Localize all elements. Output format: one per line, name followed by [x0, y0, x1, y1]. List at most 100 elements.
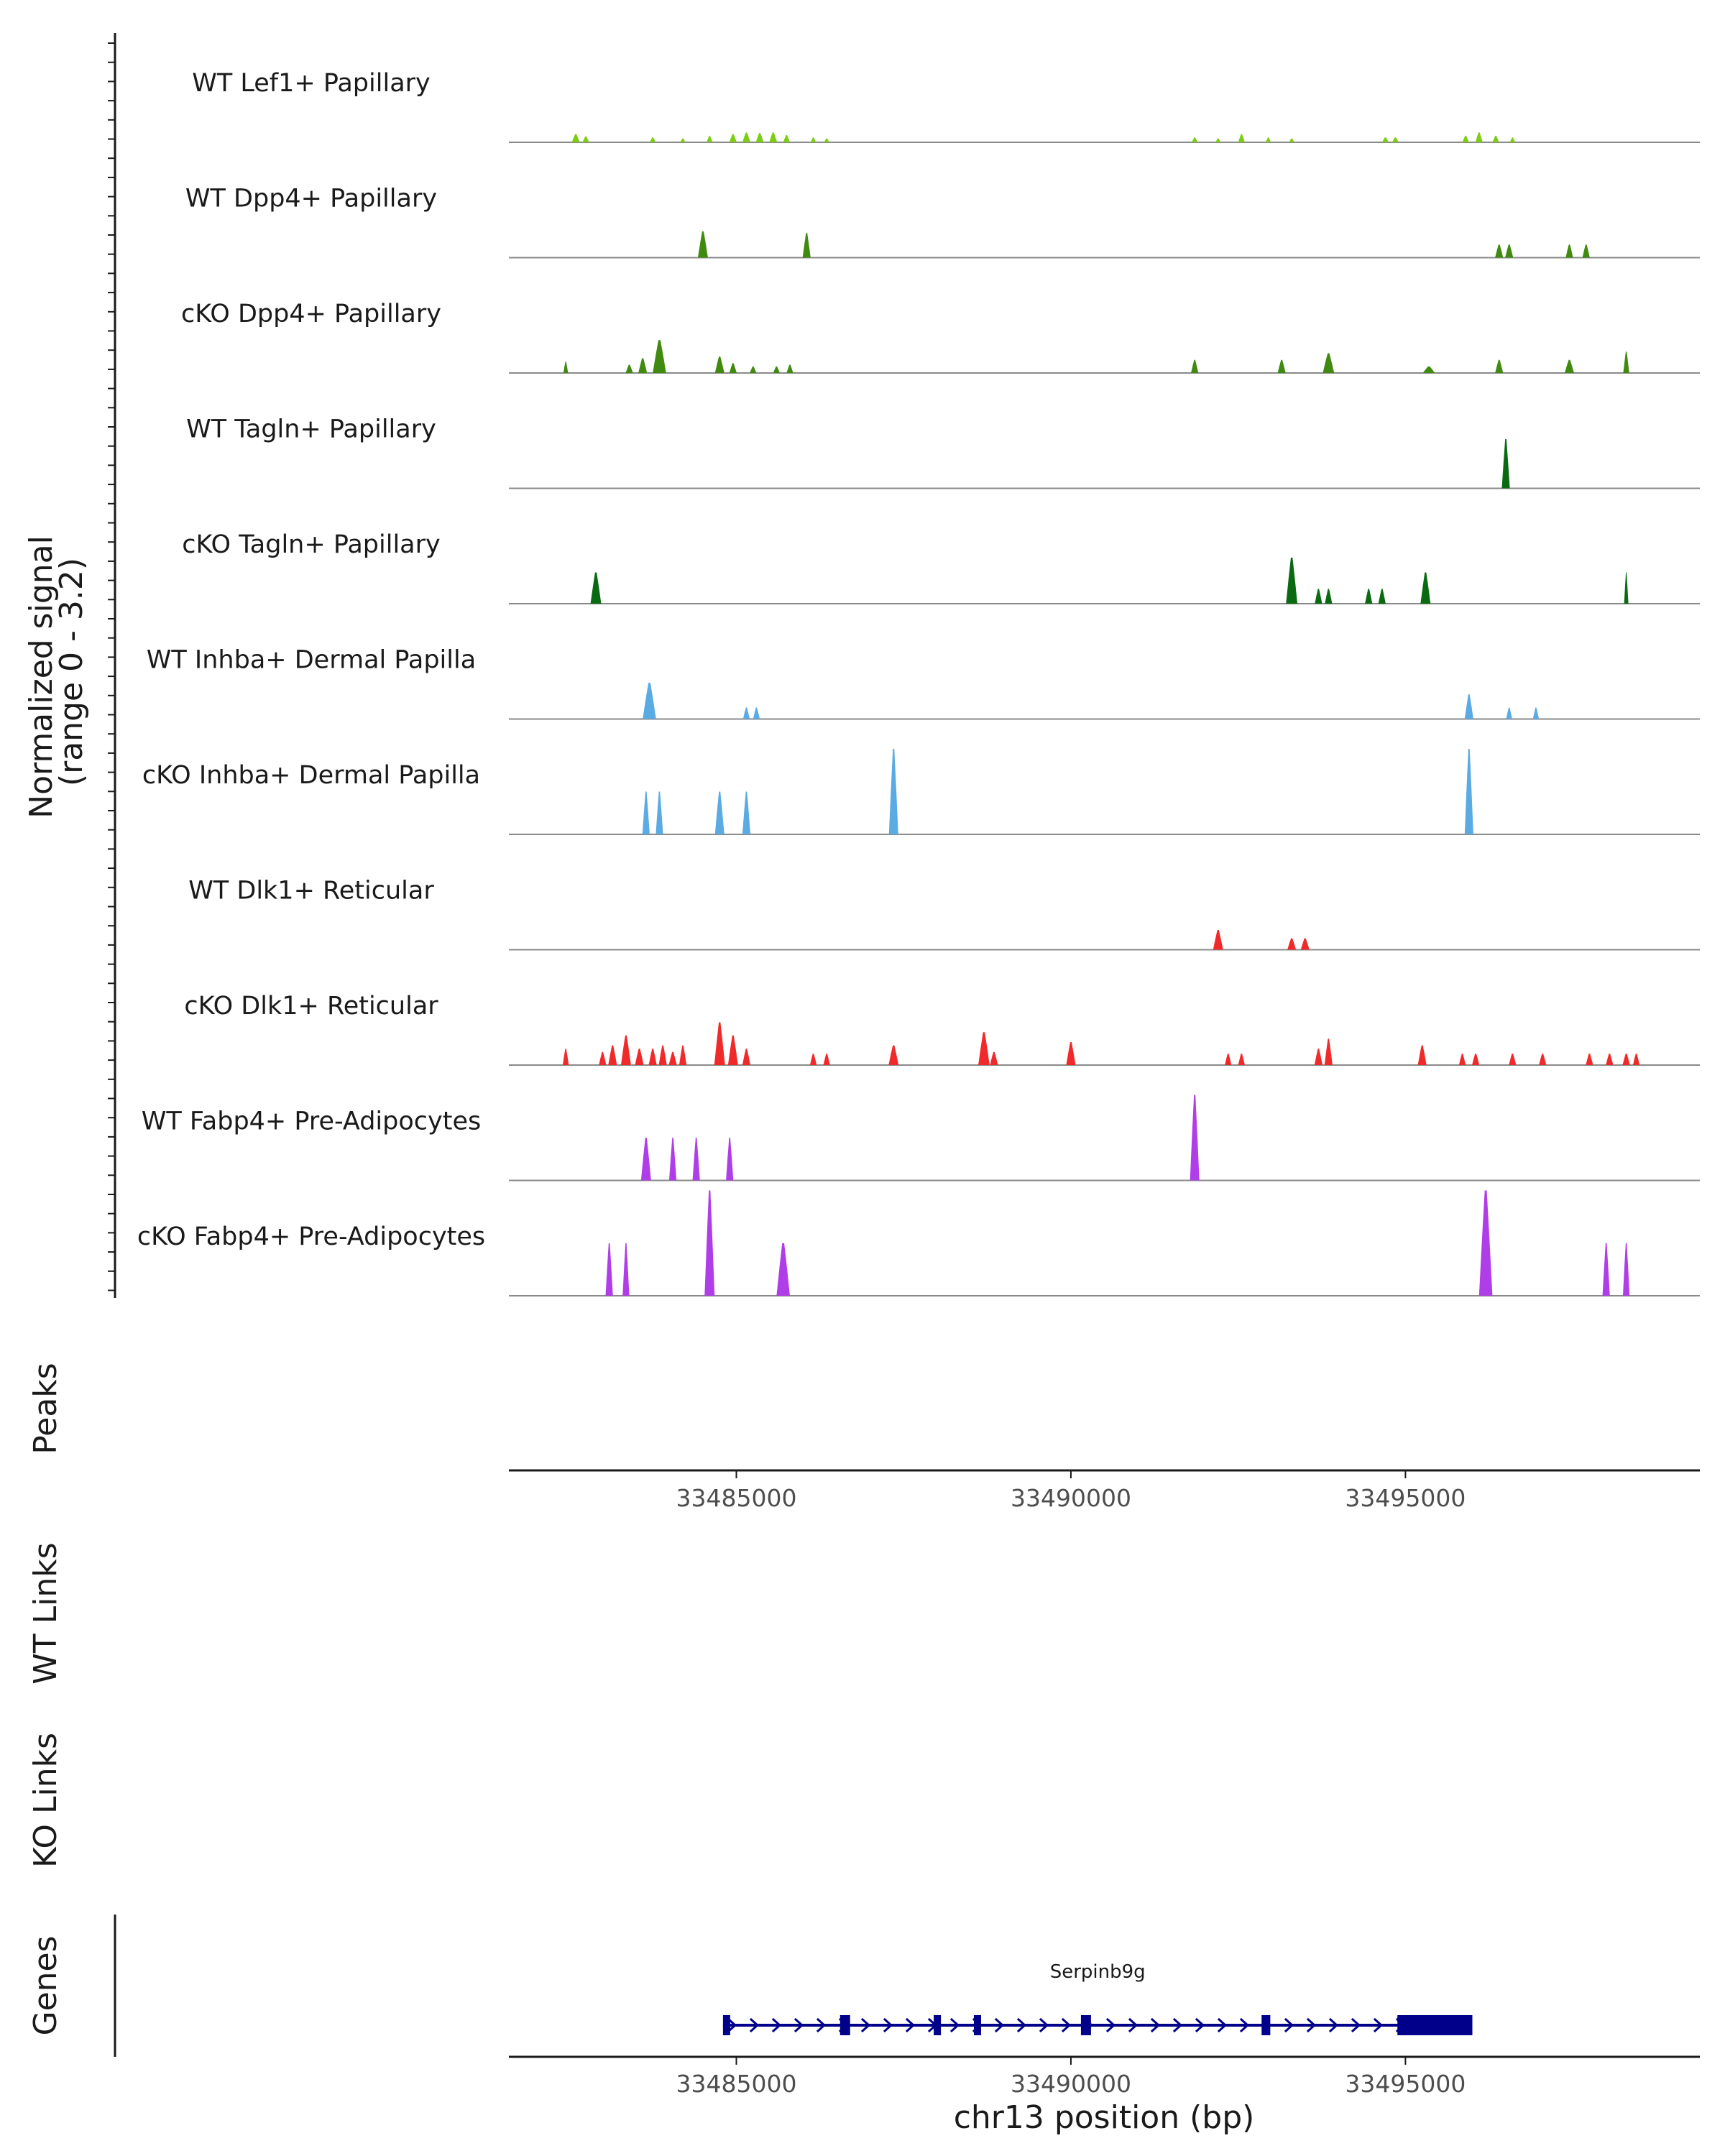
- coverage-peak: [1539, 1053, 1547, 1065]
- top-x-axis-ticks: 33485000 33490000 33495000: [676, 1470, 1466, 1512]
- coverage-peak: [1509, 1053, 1517, 1065]
- strand-arrow: [1328, 2017, 1339, 2033]
- coverage-peak: [1501, 438, 1510, 489]
- track-label: cKO Inhba+ Dermal Papilla: [142, 761, 480, 790]
- track-2: cKO Dpp4+ Papillary: [181, 300, 1700, 374]
- track-5: WT Inhba+ Dermal Papilla: [147, 646, 1700, 720]
- coverage-peak: [1565, 244, 1573, 258]
- coverage-peak: [1623, 351, 1629, 373]
- strand-arrow: [949, 2017, 960, 2033]
- strand-arrow: [749, 2017, 760, 2033]
- coverage-peak: [1622, 1243, 1630, 1296]
- coverage-peak: [742, 707, 750, 719]
- coverage-peak: [635, 1049, 644, 1065]
- ko-links-section-label: KO Links: [27, 1733, 64, 1868]
- track-4: cKO Tagln+ Papillary: [182, 530, 1700, 604]
- coverage-peak: [1287, 938, 1297, 950]
- gene-model: [722, 2015, 1473, 2035]
- coverage-peak: [824, 138, 829, 142]
- coverage-peak: [1265, 137, 1271, 142]
- coverage-peak: [649, 137, 656, 142]
- coverage-peak: [1213, 930, 1223, 950]
- coverage-peak: [773, 366, 781, 373]
- coverage-peak: [622, 1243, 630, 1296]
- coverage-tracks: WT Lef1+ Papillary WT Dpp4+ Papillary cKO …: [137, 69, 1700, 1296]
- coverage-peak: [1606, 1053, 1614, 1065]
- coverage-peak: [599, 1051, 607, 1065]
- strand-arrow: [883, 2017, 893, 2033]
- track-label: cKO Tagln+ Papillary: [182, 530, 441, 559]
- gene-exon: [973, 2015, 981, 2035]
- y-axis-ticks: [108, 42, 115, 1291]
- coverage-peak: [1505, 244, 1514, 258]
- coverage-peak: [1066, 1041, 1076, 1065]
- track-7: WT Dlk1+ Reticular: [188, 877, 1700, 951]
- coverage-peak: [1495, 359, 1504, 373]
- coverage-peak: [1464, 748, 1473, 834]
- coverage-peak: [742, 132, 751, 142]
- coverage-peak: [1475, 132, 1483, 142]
- strand-arrow: [1373, 2017, 1384, 2033]
- strand-arrow: [794, 2017, 804, 2033]
- gene-exon: [840, 2015, 850, 2035]
- coverage-peak: [1417, 1045, 1427, 1065]
- top-x-axis-tick-label: 33485000: [676, 1484, 797, 1512]
- coverage-peak: [608, 1045, 617, 1065]
- coverage-peak: [1315, 589, 1322, 604]
- track-10: cKO Fabp4+ Pre-Adipocytes: [137, 1190, 1700, 1296]
- peaks-section-label: Peaks: [27, 1363, 64, 1454]
- coverage-peak: [1286, 557, 1298, 604]
- coverage-peak: [742, 1049, 751, 1065]
- gene-label: Serpinb9g: [1050, 1961, 1146, 1983]
- bottom-x-axis-ticks: 33485000 33490000 33495000: [676, 2057, 1466, 2098]
- track-label: cKO Dlk1+ Reticular: [184, 992, 438, 1021]
- strand-arrow: [1284, 2017, 1294, 2033]
- coverage-peak: [714, 791, 724, 834]
- coverage-peak: [1300, 938, 1310, 950]
- track-label: WT Lef1+ Papillary: [192, 69, 431, 98]
- coverage-peak: [1325, 589, 1333, 604]
- coverage-peak: [1191, 137, 1198, 142]
- track-8: cKO Dlk1+ Reticular: [184, 992, 1700, 1066]
- coverage-peak: [704, 1190, 715, 1296]
- coverage-peak: [1458, 1053, 1466, 1065]
- coverage-peak: [726, 1137, 734, 1181]
- coverage-peak: [680, 138, 686, 142]
- coverage-peak: [1624, 572, 1629, 604]
- x-axis-label: chr13 position (bp): [954, 2099, 1255, 2136]
- coverage-peak: [769, 132, 778, 142]
- coverage-peak: [729, 363, 737, 373]
- coverage-peak: [714, 1022, 725, 1065]
- coverage-peak: [638, 358, 648, 373]
- y-axis-label: Normalized signal (range 0 - 3.2): [23, 525, 90, 819]
- track-label: WT Tagln+ Papillary: [186, 415, 436, 444]
- genes-section-label: Genes: [27, 1935, 64, 2035]
- top-x-axis-tick-label: 33490000: [1011, 1484, 1131, 1512]
- coverage-peak: [783, 134, 790, 142]
- coverage-peak: [697, 231, 708, 258]
- coverage-peak: [658, 1045, 667, 1065]
- coverage-peak: [742, 791, 751, 834]
- top-x-axis-tick-label: 33495000: [1345, 1484, 1466, 1512]
- track-3: WT Tagln+ Papillary: [186, 415, 1700, 489]
- gene-exon: [722, 2015, 730, 2035]
- coverage-peak: [802, 233, 811, 258]
- coverage-peak: [1602, 1243, 1610, 1296]
- coverage-peak: [1215, 138, 1221, 142]
- coverage-peak: [620, 1035, 631, 1065]
- coverage-peak: [590, 572, 602, 604]
- coverage-peak: [1365, 589, 1373, 604]
- coverage-peak: [692, 1137, 700, 1181]
- coverage-peak: [582, 136, 589, 142]
- coverage-peak: [753, 707, 760, 719]
- strand-arrow: [771, 2017, 782, 2033]
- coverage-peak: [1190, 1095, 1200, 1181]
- coverage-peak: [1314, 1049, 1322, 1065]
- track-label: cKO Fabp4+ Pre-Adipocytes: [137, 1222, 485, 1251]
- coverage-peak: [563, 361, 569, 373]
- coverage-peak: [750, 366, 757, 373]
- strand-arrow: [1105, 2017, 1116, 2033]
- bottom-x-axis-tick-label: 33495000: [1345, 2070, 1466, 2098]
- coverage-peak: [1582, 244, 1590, 258]
- coverage-peak: [668, 1137, 677, 1181]
